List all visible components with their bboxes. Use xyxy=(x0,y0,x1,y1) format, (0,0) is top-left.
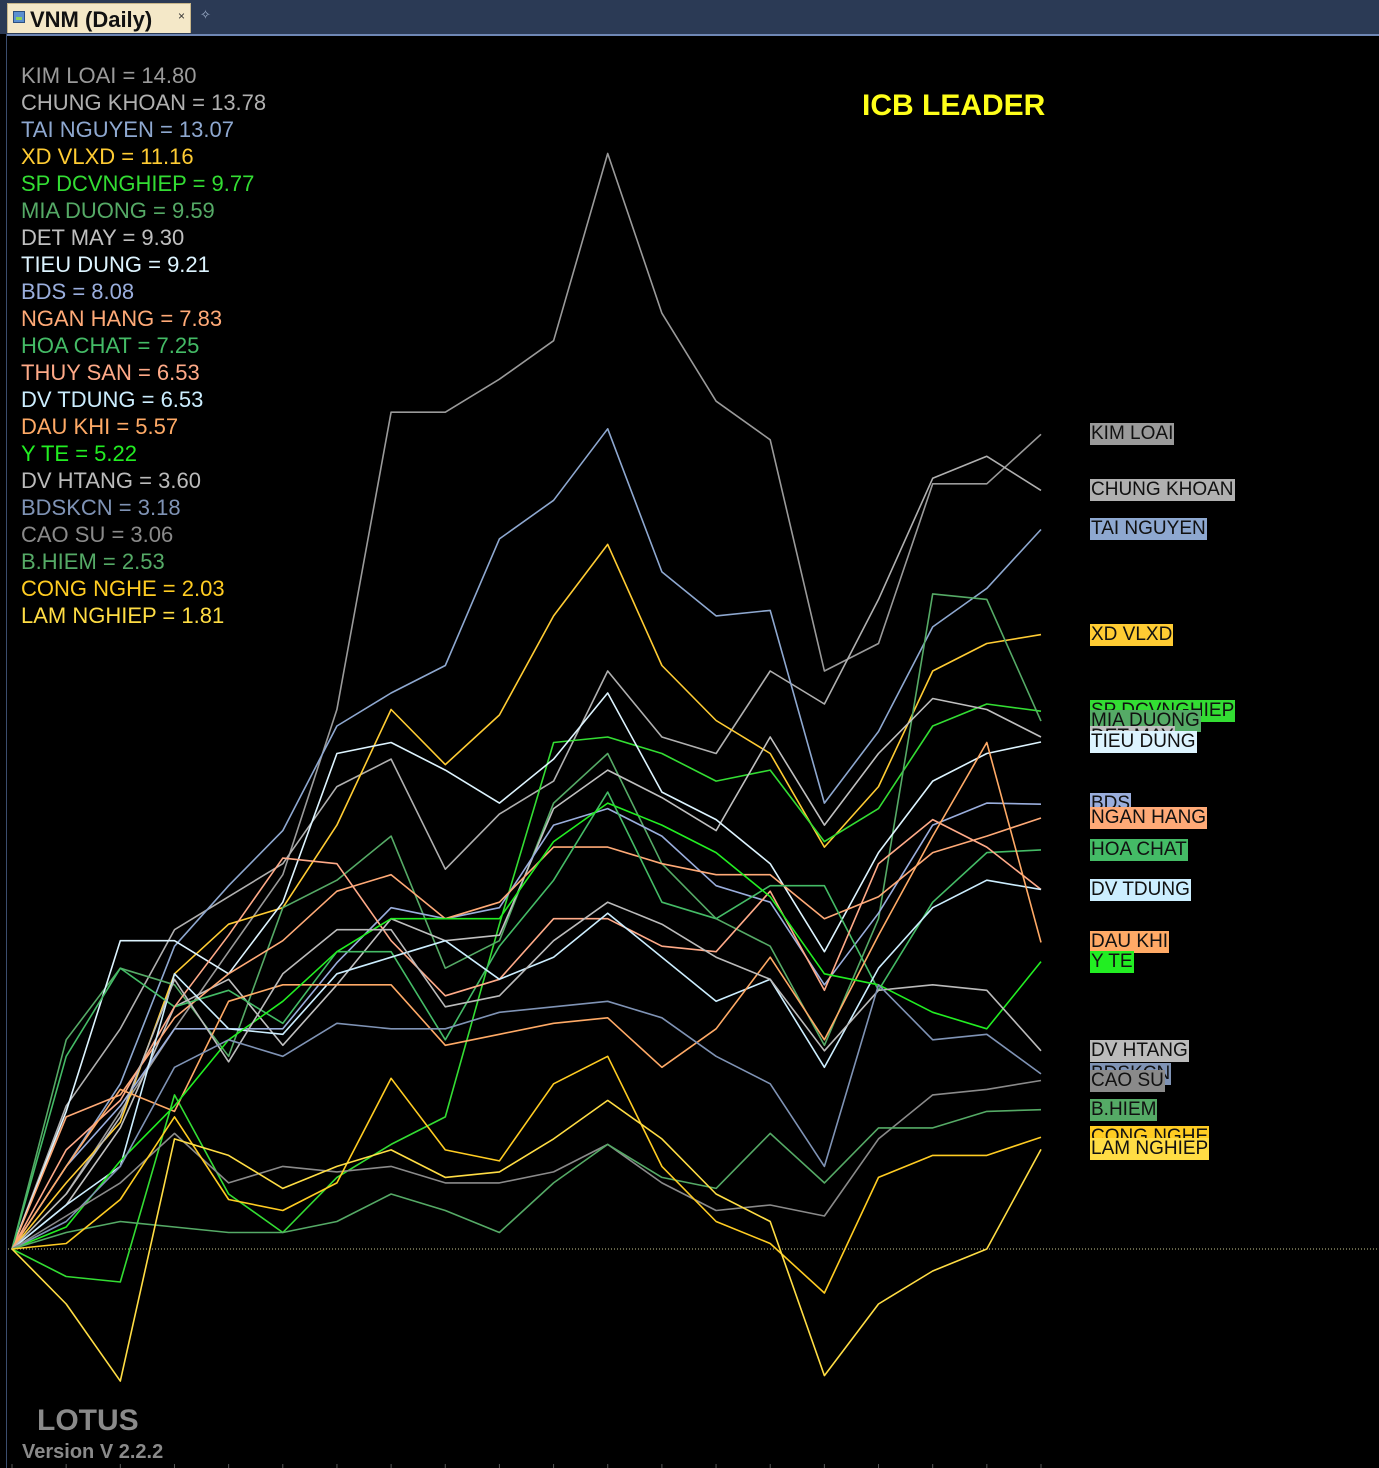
version-text: Version V 2.2.2 xyxy=(22,1441,164,1463)
series-line-hoa-chat[interactable] xyxy=(11,791,1042,1250)
series-end-label: Y TE xyxy=(1090,951,1134,973)
legend-item: B.HIEM = 2.53 xyxy=(21,549,165,574)
series-line-dau-khi[interactable] xyxy=(11,741,1042,1250)
series-end-label: KIM LOAI xyxy=(1090,423,1175,445)
legend-item: CAO SU = 3.06 xyxy=(21,522,174,547)
series-end-label: XD VLXD xyxy=(1090,624,1174,646)
series-end-label: NGAN HANG xyxy=(1090,807,1208,829)
legend-item: BDS = 8.08 xyxy=(21,279,135,304)
legend-item: KIM LOAI = 14.80 xyxy=(21,63,197,88)
close-icon[interactable]: × xyxy=(178,9,186,23)
chart-frame-top xyxy=(6,34,1379,36)
series-line-tai-nguyen[interactable] xyxy=(11,427,1042,1250)
series-end-label: TAI NGUYEN xyxy=(1090,518,1207,540)
chart-title: ICB LEADER xyxy=(862,89,1046,122)
series-line-dv-htang[interactable] xyxy=(11,901,1042,1250)
legend-item: DAU KHI = 5.57 xyxy=(21,414,179,439)
series-end-label: HOA CHAT xyxy=(1090,839,1188,861)
legend: KIM LOAI = 14.80 CHUNG KHOAN = 13.78 TAI N… xyxy=(21,62,266,629)
series-line-sp-dcvnghiep[interactable] xyxy=(11,703,1042,1283)
series-end-label: CHUNG KHOAN xyxy=(1090,479,1235,501)
legend-item: CHUNG KHOAN = 13.78 xyxy=(21,90,267,115)
series-end-label: B.HIEM xyxy=(1090,1099,1158,1121)
legend-item: NGAN HANG = 7.83 xyxy=(21,306,223,331)
series-line-kim-loai[interactable] xyxy=(11,152,1042,1250)
series-line-bds[interactable] xyxy=(11,802,1042,1250)
legend-item: BDSKCN = 3.18 xyxy=(21,495,181,520)
series-line-chung-khoan[interactable] xyxy=(11,455,1042,1250)
chart-icon xyxy=(13,11,25,23)
series-line-cong-nghe[interactable] xyxy=(11,1055,1042,1294)
series-line-xd-vlxd[interactable] xyxy=(11,543,1042,1250)
tab-vnm-daily[interactable]: VNM (Daily) × xyxy=(7,3,191,33)
series-line-dv-tdung[interactable] xyxy=(11,879,1042,1250)
series-end-label: TIEU DUNG xyxy=(1090,731,1197,753)
window-titlebar xyxy=(0,0,1379,34)
legend-item: SP DCVNGHIEP = 9.77 xyxy=(21,171,255,196)
series-end-label: DV HTANG xyxy=(1090,1040,1189,1062)
series-end-label: DAU KHI xyxy=(1090,931,1170,953)
series-line-thuy-san[interactable] xyxy=(11,818,1042,1250)
pin-icon[interactable]: ✧ xyxy=(200,7,211,22)
legend-item: TAI NGUYEN = 13.07 xyxy=(21,117,234,142)
series-end-label: LAM NGHIEP xyxy=(1090,1138,1210,1160)
legend-item: DET MAY = 9.30 xyxy=(21,225,185,250)
tab-title: VNM (Daily) xyxy=(30,7,153,32)
series-line-bdskcn[interactable] xyxy=(11,983,1042,1250)
legend-item: DV TDUNG = 6.53 xyxy=(21,387,204,412)
legend-item: THUY SAN = 6.53 xyxy=(21,360,200,385)
series-line-b-hiem[interactable] xyxy=(11,1108,1042,1250)
legend-item: TIEU DUNG = 9.21 xyxy=(21,252,210,277)
series-line-cao-su[interactable] xyxy=(11,1079,1042,1250)
chart-frame-left xyxy=(6,34,7,1468)
legend-item: CONG NGHE = 2.03 xyxy=(21,576,225,601)
series-end-label: DV TDUNG xyxy=(1090,879,1191,901)
legend-item: MIA DUONG = 9.59 xyxy=(21,198,215,223)
series-line-tieu-dung[interactable] xyxy=(11,692,1042,1250)
series-line-lam-nghiep[interactable] xyxy=(11,1099,1042,1382)
legend-item: XD VLXD = 11.16 xyxy=(21,144,194,169)
legend-item: HOA CHAT = 7.25 xyxy=(21,333,200,358)
series-line-y-te[interactable] xyxy=(11,802,1042,1250)
legend-item: LAM NGHIEP = 1.81 xyxy=(21,603,225,628)
series-line-ngan-hang[interactable] xyxy=(11,817,1042,1250)
series-line-det-may[interactable] xyxy=(11,697,1042,1250)
legend-item: Y TE = 5.22 xyxy=(21,441,137,466)
series-end-label: CAO SU xyxy=(1090,1070,1165,1092)
brand-logo-text: LOTUS xyxy=(37,1404,139,1437)
legend-item: DV HTANG = 3.60 xyxy=(21,468,201,493)
